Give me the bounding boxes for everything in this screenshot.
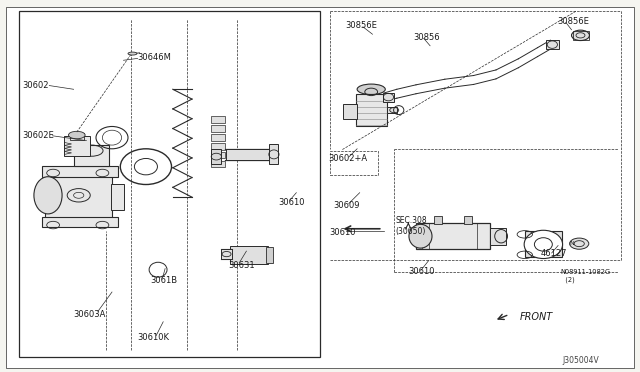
Text: FRONT: FRONT — [520, 312, 553, 322]
Text: 30610: 30610 — [278, 198, 305, 207]
Bar — [525, 231, 562, 257]
Bar — [64, 136, 90, 156]
Text: 30610: 30610 — [408, 267, 435, 276]
Ellipse shape — [34, 177, 62, 214]
Bar — [74, 145, 109, 166]
Bar — [19, 11, 320, 357]
Text: SEC.308
(30650): SEC.308 (30650) — [396, 216, 427, 235]
Text: N: N — [570, 241, 575, 246]
Text: 30856: 30856 — [413, 33, 440, 42]
Text: 30602+A: 30602+A — [328, 154, 367, 163]
Circle shape — [570, 238, 589, 249]
Bar — [416, 223, 490, 249]
Bar — [230, 246, 268, 264]
Bar — [490, 228, 506, 245]
Bar — [387, 107, 397, 113]
Text: 30856E: 30856E — [346, 21, 378, 30]
Bar — [211, 125, 225, 132]
Bar — [211, 143, 225, 150]
Ellipse shape — [524, 230, 563, 259]
Bar — [111, 184, 124, 210]
Bar — [226, 149, 276, 160]
Ellipse shape — [68, 131, 85, 139]
Text: 46127: 46127 — [541, 249, 567, 258]
Text: 30609: 30609 — [333, 201, 359, 210]
Bar — [434, 216, 442, 224]
Bar — [211, 152, 225, 158]
Bar — [211, 149, 221, 164]
Bar — [573, 31, 589, 40]
Bar — [211, 116, 225, 123]
Bar — [269, 144, 278, 164]
Bar — [546, 40, 559, 49]
Text: 30646M: 30646M — [138, 53, 172, 62]
Bar — [266, 247, 273, 263]
Bar — [383, 93, 394, 102]
Text: 30631: 30631 — [228, 262, 255, 270]
Bar — [42, 166, 118, 177]
Text: 30856E: 30856E — [557, 17, 589, 26]
Bar — [330, 151, 378, 175]
Text: 30603A: 30603A — [74, 310, 106, 319]
Bar — [221, 249, 232, 259]
Text: 3061B: 3061B — [150, 276, 177, 285]
Circle shape — [572, 30, 589, 41]
Ellipse shape — [128, 52, 137, 55]
Bar — [45, 167, 112, 219]
Bar — [356, 94, 387, 126]
Text: J305004V: J305004V — [562, 356, 598, 365]
Ellipse shape — [409, 224, 432, 248]
Bar — [70, 133, 84, 140]
Bar — [464, 216, 472, 224]
Text: N08911-1082G
  (2): N08911-1082G (2) — [561, 269, 611, 283]
Bar — [42, 217, 118, 227]
Bar — [343, 104, 357, 119]
Text: 30610: 30610 — [330, 228, 356, 237]
Ellipse shape — [357, 84, 385, 94]
Bar — [211, 161, 225, 167]
Text: 30602: 30602 — [22, 81, 49, 90]
Text: 30602E: 30602E — [22, 131, 54, 140]
Bar — [211, 134, 225, 141]
Text: 30610K: 30610K — [138, 333, 170, 342]
